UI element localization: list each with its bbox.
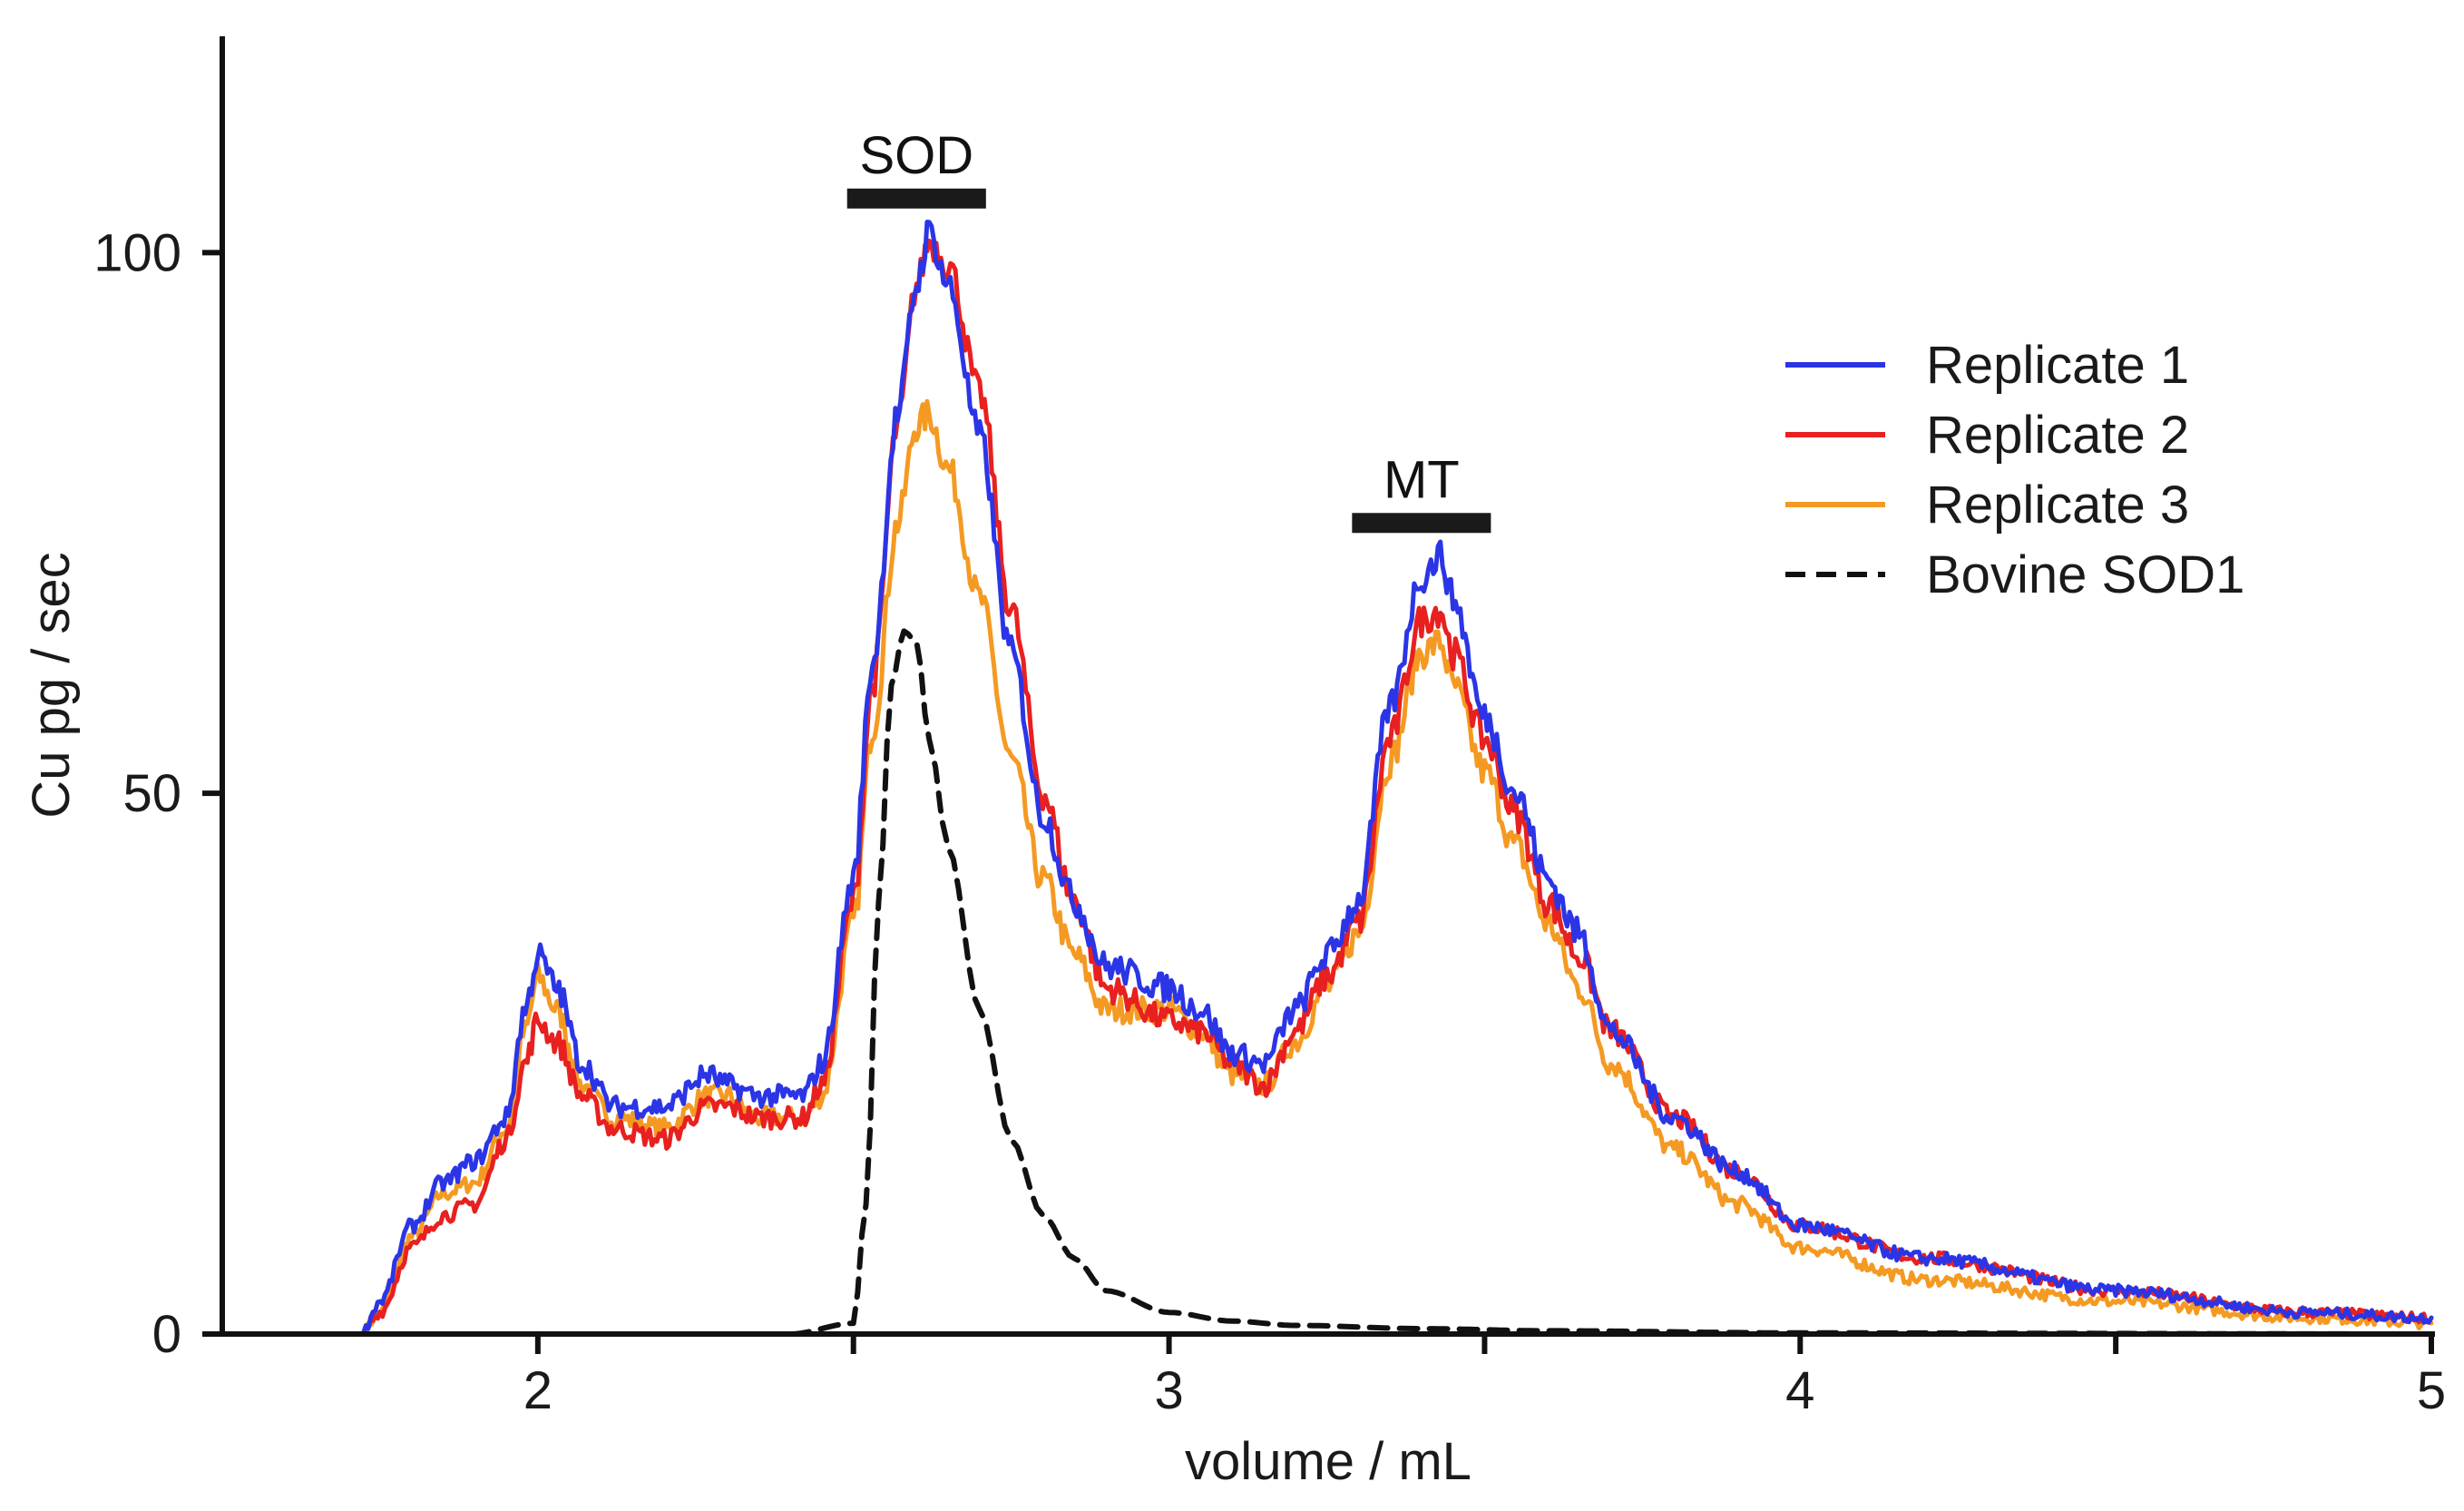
x-axis-title: volume / mL	[1185, 1432, 1472, 1491]
y-tick-label: 100	[93, 223, 181, 282]
y-tick-label: 50	[122, 764, 181, 823]
legend-label-bovine-sod1: Bovine SOD1	[1926, 545, 2244, 604]
series-line-replicate-3	[220, 398, 2434, 1337]
legend-label-replicate-2: Replicate 2	[1926, 406, 2189, 465]
y-tick-label: 0	[152, 1305, 181, 1364]
series-line-bovine-sod1	[220, 628, 2434, 1337]
legend-label-replicate-3: Replicate 3	[1926, 476, 2189, 535]
series-line-replicate-1	[220, 220, 2434, 1337]
legend: Replicate 1 Replicate 2 Replicate 3 Bovine …	[1785, 336, 2244, 604]
x-ticks: 2 3 4 5	[523, 1334, 2446, 1420]
annotation-label-sod: SOD	[859, 126, 973, 185]
annotation-label-mt: MT	[1384, 450, 1460, 509]
x-tick-label: 5	[2417, 1361, 2446, 1420]
legend-label-replicate-1: Replicate 1	[1926, 336, 2189, 395]
x-tick-label: 3	[1154, 1361, 1183, 1420]
y-ticks: 0 50 100	[93, 223, 222, 1364]
x-tick-label: 4	[1785, 1361, 1814, 1420]
y-axis-title: Cu pg / sec	[22, 552, 81, 818]
x-tick-label: 2	[523, 1361, 552, 1420]
plot-series-layer	[220, 220, 2434, 1337]
annotation-layer: SOD MT	[846, 126, 1491, 534]
